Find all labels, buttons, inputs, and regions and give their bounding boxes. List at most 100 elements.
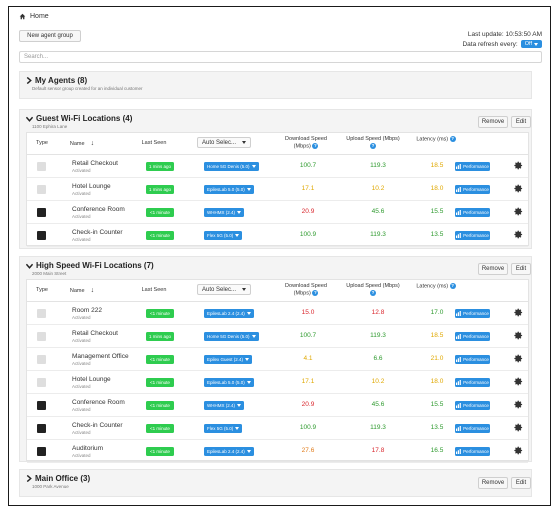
server-select-label: Epilex Guest (2.4) [207,357,244,362]
performance-button[interactable]: Performance [455,332,490,341]
last-seen-badge: <1 minute [146,309,174,318]
group-main-office: Main Office (3) 1000 Park Avenue Remove … [19,469,532,497]
agent-name[interactable]: Check-in Counter [72,229,123,236]
performance-button[interactable]: Performance [455,162,490,171]
new-agent-group-button[interactable]: New agent group [19,30,81,42]
gear-icon[interactable] [514,377,524,387]
agent-status: Activated [72,384,91,389]
breadcrumb[interactable]: Home [19,13,49,20]
server-select[interactable]: Home 5G Denis (5.0) [204,332,259,341]
table-row: Auditorium Activated <1 minute EpilesLab 2.… [27,440,528,463]
chart-icon [456,210,461,215]
chart-icon [456,233,461,238]
info-icon[interactable]: ? [312,290,319,296]
gear-icon[interactable] [514,446,524,456]
group-title[interactable]: Main Office (3) [26,474,90,483]
performance-button[interactable]: Performance [455,208,490,217]
group-title[interactable]: High Speed Wi-Fi Locations (7) [26,261,154,270]
info-icon[interactable]: ? [370,290,376,296]
gear-icon[interactable] [514,161,524,171]
chart-icon [456,449,461,454]
column-header-last-seen-label: Last Seen [141,287,167,293]
agent-name[interactable]: Hotel Lounge [72,376,111,383]
chevron-down-icon [245,358,250,361]
remove-button[interactable]: Remove [478,116,508,128]
agent-name[interactable]: Conference Room [72,399,125,406]
chevron-down-icon[interactable] [26,263,33,269]
gear-icon[interactable] [514,400,524,410]
chevron-down-icon [242,141,247,144]
agent-name[interactable]: Retail Checkout [72,160,118,167]
performance-button[interactable]: Performance [455,355,490,364]
info-icon[interactable]: ? [449,283,456,289]
group-title[interactable]: Guest Wi-Fi Locations (4) [26,114,132,123]
agents-table: Type Name ↓ Last Seen Auto Selec... Download … [26,279,529,463]
agent-status: Activated [72,214,91,219]
performance-button[interactable]: Performance [455,231,490,240]
device-type-icon [37,355,46,364]
server-select[interactable]: WHHMX (2.4) [204,208,244,217]
info-icon[interactable]: ? [449,136,456,142]
gear-icon[interactable] [514,308,524,318]
server-select[interactable]: EpilesLab 2.4 (2.4) [204,309,254,318]
gear-icon[interactable] [514,354,524,364]
server-select-label: EpilesLab 2.4 (2.4) [207,449,245,454]
remove-button[interactable]: Remove [478,477,508,489]
edit-button[interactable]: Edit [511,477,531,489]
group-subtitle: Default sensor group created for an indi… [32,86,143,91]
search-input[interactable]: Search... [19,51,542,63]
last-seen-badge: 1 mins ago [146,185,174,194]
server-select[interactable]: WHHMX (2.4) [204,401,244,410]
sort-arrow-icon[interactable]: ↓ [90,287,95,294]
gear-icon[interactable] [514,184,524,194]
auto-select-dropdown[interactable]: Auto Selec... [197,137,252,148]
agent-name[interactable]: Conference Room [72,206,125,213]
info-icon[interactable]: ? [370,143,376,149]
remove-button[interactable]: Remove [478,263,508,275]
server-select[interactable]: Flex 5G (5.0) [204,231,243,240]
agent-name[interactable]: Hotel Lounge [72,183,111,190]
breadcrumb-home[interactable]: Home [30,13,49,20]
performance-button[interactable]: Performance [455,447,490,456]
upload-speed: 119.3 [370,162,386,169]
server-select-label: Home 5G Denis (5.0) [207,334,250,339]
agent-name[interactable]: Management Office [72,353,129,360]
server-select[interactable]: EpilesLab 5.0 (5.0) [204,185,254,194]
chevron-right-icon[interactable] [26,77,32,84]
gear-icon[interactable] [514,423,524,433]
server-select[interactable]: EpilesLab 5.0 (5.0) [204,378,254,387]
table-row: Management Office Activated <1 minute Epile… [27,348,528,371]
gear-icon[interactable] [514,331,524,341]
server-select[interactable]: Flex 5G (5.0) [204,424,243,433]
agent-name[interactable]: Retail Checkout [72,330,118,337]
performance-button[interactable]: Performance [455,424,490,433]
performance-button[interactable]: Performance [455,401,490,410]
server-select[interactable]: EpilesLab 2.4 (2.4) [204,447,254,456]
performance-button[interactable]: Performance [455,185,490,194]
auto-select-dropdown[interactable]: Auto Selec... [197,284,252,295]
agent-name[interactable]: Auditorium [72,445,104,452]
latency: 18.5 [430,332,444,339]
gear-icon[interactable] [514,207,524,217]
edit-button[interactable]: Edit [511,116,531,128]
group-subtitle: 1000 Park Avenue [32,484,69,489]
gear-icon[interactable] [514,230,524,240]
performance-button[interactable]: Performance [455,309,490,318]
edit-button[interactable]: Edit [511,263,531,275]
server-select[interactable]: Epilex Guest (2.4) [204,355,253,364]
last-seen-badge: <1 minute [146,208,174,217]
server-select[interactable]: Home 5G Denis (5.0) [204,162,259,171]
group-title[interactable]: My Agents (8) [26,76,87,85]
refresh-select[interactable]: Off [520,40,542,48]
chevron-down-icon[interactable] [26,116,33,122]
upload-speed: 45.6 [371,208,385,215]
agent-name[interactable]: Check-in Counter [72,422,123,429]
performance-button[interactable]: Performance [455,378,490,387]
performance-label: Performance [463,210,489,215]
upload-speed: 12.8 [371,309,385,316]
info-icon[interactable]: ? [312,143,319,149]
column-header-download: Download Speed (Mbps) ? [277,136,335,150]
sort-arrow-icon[interactable]: ↓ [90,140,95,147]
chevron-right-icon[interactable] [26,475,32,482]
agent-name[interactable]: Room 222 [72,307,102,314]
